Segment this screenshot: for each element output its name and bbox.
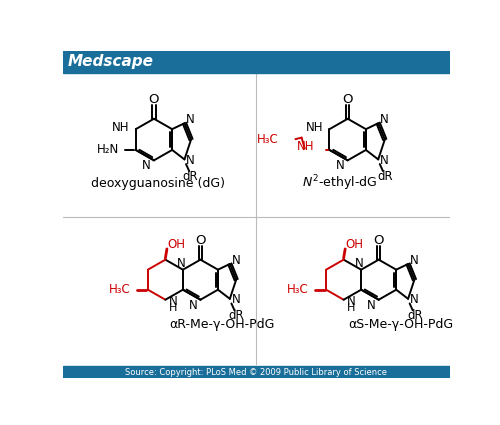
Text: N: N bbox=[232, 293, 240, 306]
Bar bbox=[62, 366, 450, 378]
Text: H₂N: H₂N bbox=[96, 144, 118, 156]
Text: N: N bbox=[186, 113, 195, 126]
Text: $\mathit{N}^2$-ethyl-dG: $\mathit{N}^2$-ethyl-dG bbox=[302, 174, 378, 193]
Text: O: O bbox=[374, 234, 384, 247]
Text: N: N bbox=[336, 159, 344, 172]
Text: NH: NH bbox=[306, 121, 324, 134]
Text: Source: Copyright: PLoS Med © 2009 Public Library of Science: Source: Copyright: PLoS Med © 2009 Publi… bbox=[125, 368, 387, 377]
Text: N: N bbox=[168, 295, 177, 308]
Text: dR: dR bbox=[378, 170, 393, 183]
Text: H: H bbox=[346, 303, 355, 313]
Text: OH: OH bbox=[167, 238, 185, 251]
Text: deoxyguanosine (dG): deoxyguanosine (dG) bbox=[91, 177, 225, 190]
Text: N: N bbox=[142, 159, 151, 172]
Text: H₃C: H₃C bbox=[109, 283, 131, 296]
Text: dR: dR bbox=[183, 170, 198, 183]
Text: Medscape: Medscape bbox=[68, 54, 154, 69]
Text: O: O bbox=[195, 234, 205, 247]
Text: αS-Me-γ-OH-PdG: αS-Me-γ-OH-PdG bbox=[348, 318, 453, 331]
Bar bbox=[62, 51, 450, 73]
Text: αR-Me-γ-OH-PdG: αR-Me-γ-OH-PdG bbox=[170, 318, 275, 331]
Text: N: N bbox=[346, 295, 356, 308]
Text: N: N bbox=[188, 299, 198, 312]
Text: N: N bbox=[367, 299, 376, 312]
Text: dR: dR bbox=[408, 309, 423, 322]
Text: N: N bbox=[186, 154, 195, 167]
Text: N: N bbox=[355, 257, 364, 270]
Text: dR: dR bbox=[228, 309, 244, 322]
Text: O: O bbox=[342, 93, 353, 106]
Text: NH: NH bbox=[296, 140, 314, 153]
Text: H: H bbox=[168, 303, 177, 313]
Text: N: N bbox=[410, 293, 418, 306]
Text: N: N bbox=[410, 254, 418, 266]
Text: H₃C: H₃C bbox=[256, 133, 278, 146]
Text: N: N bbox=[232, 254, 240, 266]
Text: H₃C: H₃C bbox=[288, 283, 309, 296]
Text: O: O bbox=[148, 93, 159, 106]
Text: N: N bbox=[380, 154, 388, 167]
Text: OH: OH bbox=[345, 238, 363, 251]
Text: N: N bbox=[177, 257, 186, 270]
Text: NH: NH bbox=[112, 121, 130, 134]
Text: N: N bbox=[380, 113, 388, 126]
